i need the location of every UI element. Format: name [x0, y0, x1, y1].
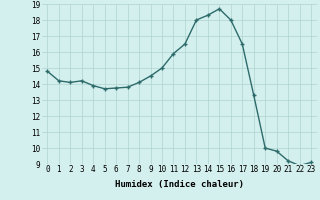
X-axis label: Humidex (Indice chaleur): Humidex (Indice chaleur): [115, 180, 244, 189]
